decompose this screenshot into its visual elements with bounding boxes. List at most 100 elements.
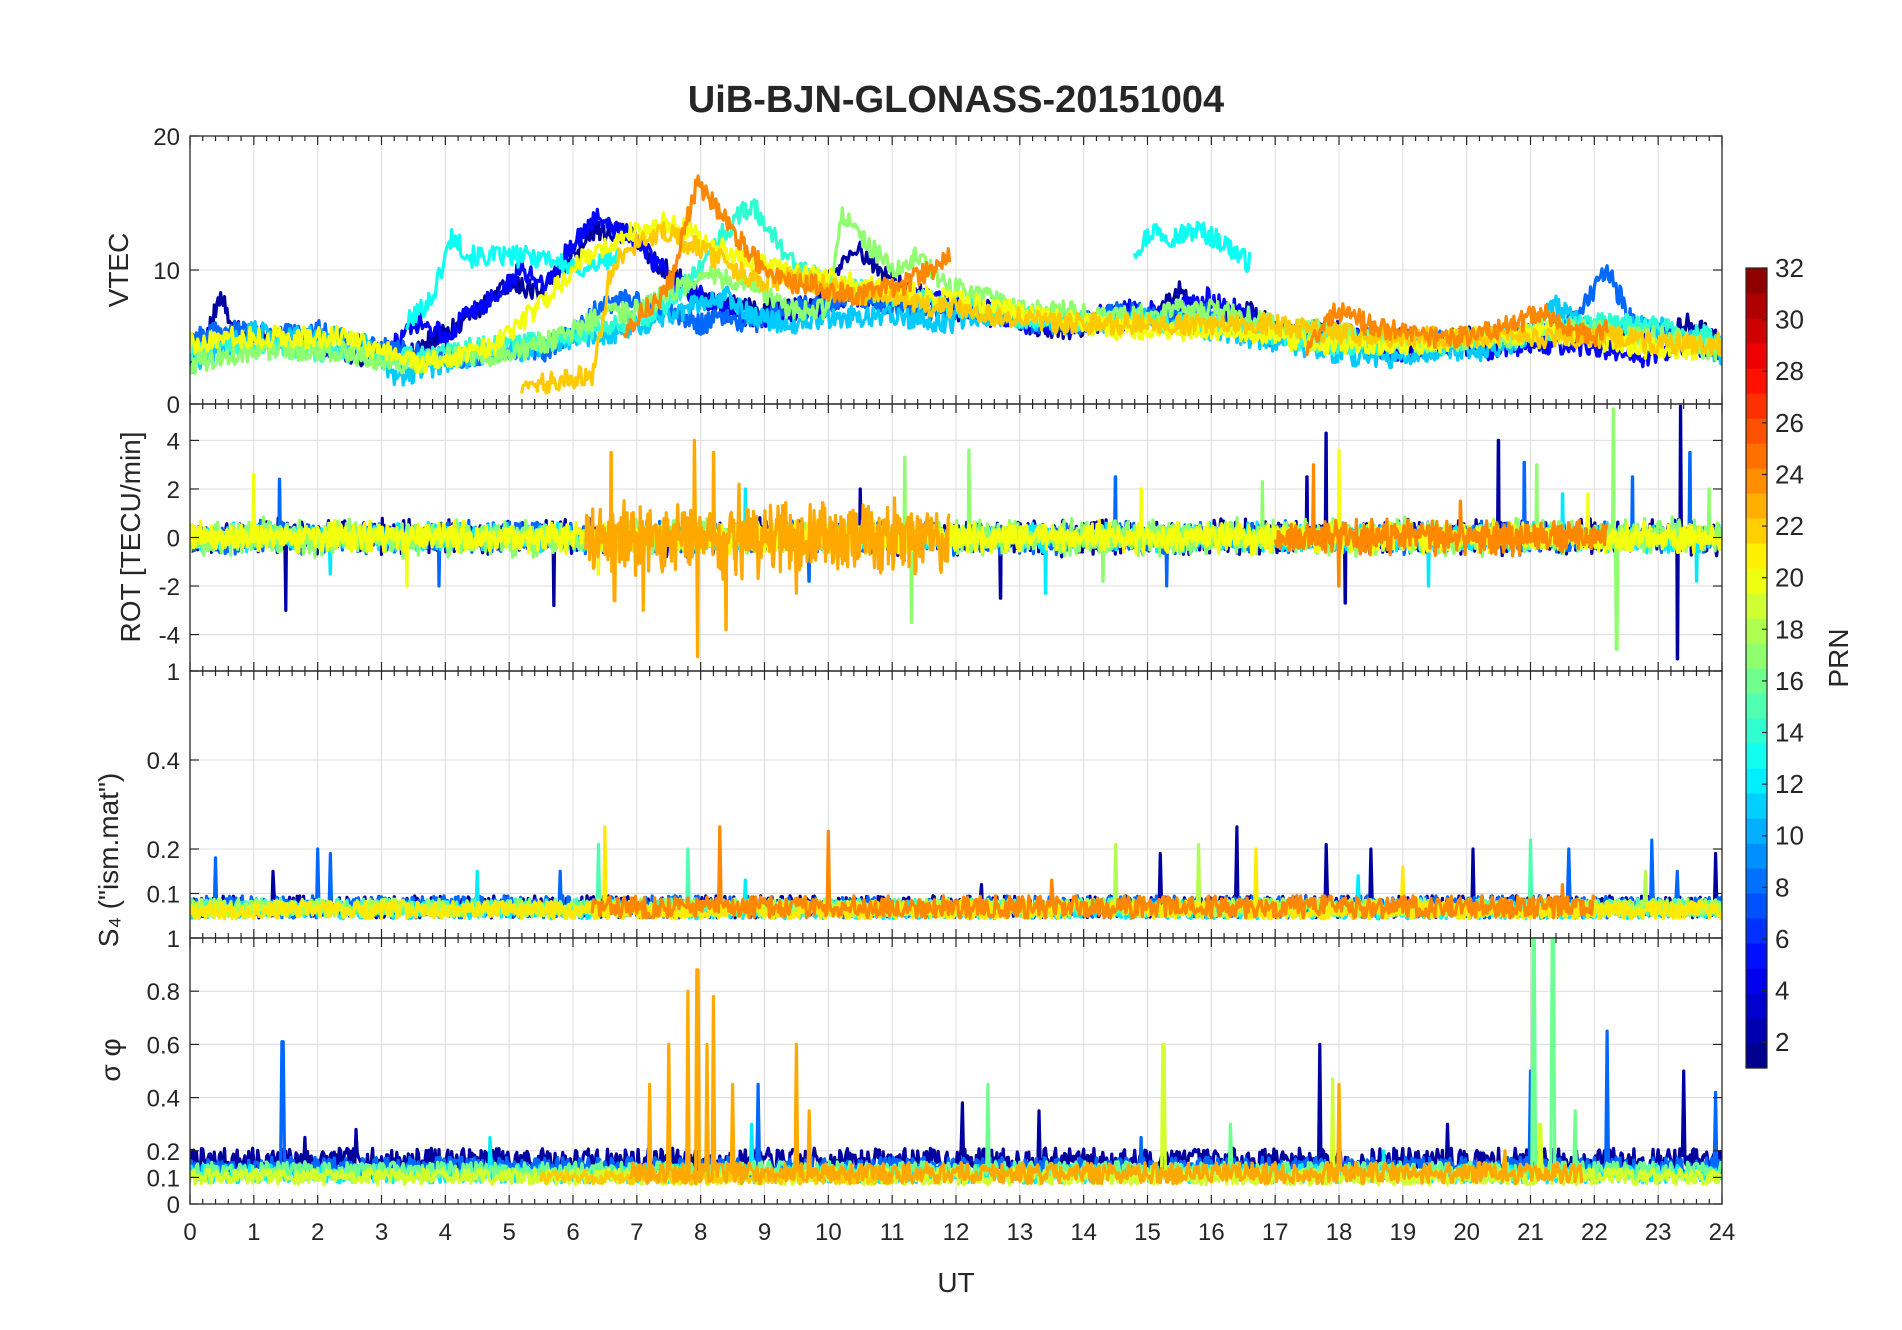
colorbar-tick-label: 14 <box>1775 718 1804 748</box>
colorbar-tick-label: 6 <box>1775 924 1789 954</box>
x-tick-label: 12 <box>943 1219 970 1246</box>
colorbar-segment <box>1746 993 1767 1019</box>
series-prn-23 <box>584 438 951 658</box>
x-tick-label: 23 <box>1645 1219 1672 1246</box>
series-group <box>190 174 1722 395</box>
series-group <box>190 938 1722 1187</box>
x-tick-label: 7 <box>630 1219 643 1246</box>
series-prn-24 <box>1273 463 1609 588</box>
x-tick-label: 22 <box>1581 1219 1608 1246</box>
colorbar-segment <box>1746 418 1767 444</box>
y-tick-label: 1 <box>167 659 180 686</box>
colorbar-segment <box>1746 593 1767 619</box>
x-tick-label: 2 <box>311 1219 324 1246</box>
series-prn-13 <box>405 228 620 330</box>
x-tick-label: 13 <box>1006 1219 1033 1246</box>
colorbar-segment <box>1746 268 1767 294</box>
y-tick-label: 0.1 <box>147 1165 180 1192</box>
colorbar-segment <box>1746 743 1767 769</box>
y-tick-label: 20 <box>153 124 180 151</box>
colorbar-segment <box>1746 568 1767 594</box>
colorbar-segment <box>1746 443 1767 469</box>
x-tick-label: 5 <box>502 1219 515 1246</box>
x-tick-label: 1 <box>247 1219 260 1246</box>
colorbar-tick-label: 2 <box>1775 1027 1789 1057</box>
series-prn-23 <box>628 968 1584 1186</box>
x-tick-labels: 0 1 2 3 4 5 6 7 8 9 10 11 12 13 14 15 16 17 18 19 20 21 22 23 24 <box>183 1219 1735 1246</box>
series-prn-24 <box>590 825 1596 920</box>
x-tick-label: 18 <box>1326 1219 1353 1246</box>
colorbar-segment <box>1746 618 1767 644</box>
colorbar-segment <box>1746 318 1767 344</box>
series-prn-20 <box>190 448 1722 588</box>
x-axis-label: UT <box>937 1267 974 1298</box>
x-tick-label: 0 <box>183 1219 196 1246</box>
colorbar-tick-label: 32 <box>1775 253 1804 283</box>
x-tick-label: 19 <box>1389 1219 1416 1246</box>
y-axis-label: VTEC <box>103 233 134 308</box>
series-group <box>190 825 1722 921</box>
colorbar-segment <box>1746 868 1767 894</box>
x-tick-label: 9 <box>758 1219 771 1246</box>
series-prn-13 <box>1133 220 1252 274</box>
x-tick-label: 21 <box>1517 1219 1544 1246</box>
colorbar-tick-label: 16 <box>1775 666 1804 696</box>
x-ticks <box>189 671 1723 938</box>
x-tick-label: 15 <box>1134 1219 1161 1246</box>
x-tick-label: 6 <box>566 1219 579 1246</box>
x-ticks <box>189 136 1723 404</box>
series-group <box>190 404 1722 661</box>
panel-sigma: 00.10.2 0.4 0.6 0.8 1 σ φ <box>95 926 1723 1219</box>
y-tick-label: 0.4 <box>147 1086 180 1113</box>
colorbar-segment <box>1746 918 1767 944</box>
colorbar-segment <box>1746 818 1767 844</box>
y-axis-label: ROT [TECU/min] <box>115 431 146 642</box>
y-tick-label: 1 <box>167 926 180 953</box>
colorbar-segment <box>1746 393 1767 419</box>
colorbar-tick-label: 12 <box>1775 769 1804 799</box>
panel-s4: 0.1 0.2 0.4 1 S₄ ("ism.mat") <box>93 659 1723 947</box>
colorbar-segment <box>1746 293 1767 319</box>
x-ticks <box>189 404 1723 671</box>
colorbar-segment <box>1746 943 1767 969</box>
colorbar-label: PRN <box>1823 628 1854 687</box>
y-tick-label: 10 <box>153 258 180 285</box>
colorbar-segment <box>1746 1018 1767 1044</box>
x-tick-label: 11 <box>880 1219 905 1246</box>
x-tick-label: 20 <box>1453 1219 1480 1246</box>
colorbar-tick-label: 4 <box>1775 976 1789 1006</box>
y-tick-label: 0.4 <box>147 748 180 775</box>
y-axis-label: S₄ ("ism.mat") <box>93 773 124 947</box>
y-tick-label: 0.6 <box>147 1032 180 1059</box>
x-tick-label: 3 <box>375 1219 388 1246</box>
colorbar-tick-label: 24 <box>1775 459 1804 489</box>
colorbar-frame <box>1745 267 1768 1069</box>
y-tick-label: 0 <box>167 526 180 553</box>
colorbar-segment <box>1746 768 1767 794</box>
colorbar-segment <box>1746 518 1767 544</box>
y-axis-label: σ φ <box>95 1038 126 1081</box>
x-tick-label: 8 <box>694 1219 707 1246</box>
colorbar-tick-label: 10 <box>1775 821 1804 851</box>
x-tick-label: 14 <box>1070 1219 1097 1246</box>
series-prn-22 <box>520 221 1722 395</box>
x-tick-label: 10 <box>815 1219 842 1246</box>
x-tick-label: 24 <box>1709 1219 1736 1246</box>
colorbar-tick-label: 30 <box>1775 305 1804 335</box>
y-tick-label: 0 <box>167 1192 180 1219</box>
colorbar-tick-label: 20 <box>1775 563 1804 593</box>
y-tick-label: -4 <box>159 623 180 650</box>
colorbar-segment <box>1746 968 1767 994</box>
colorbar-segment <box>1746 468 1767 494</box>
colorbar-tick-label: 26 <box>1775 408 1804 438</box>
y-tick-label: -2 <box>159 574 180 601</box>
colorbar-segment <box>1746 1043 1767 1069</box>
x-tick-label: 16 <box>1198 1219 1225 1246</box>
colorbar-segment <box>1746 643 1767 669</box>
colorbar-segment <box>1746 693 1767 719</box>
colorbar-tick-label: 18 <box>1775 614 1804 644</box>
series-prn-24 <box>622 174 952 339</box>
y-tick-label: 0.8 <box>147 979 180 1006</box>
